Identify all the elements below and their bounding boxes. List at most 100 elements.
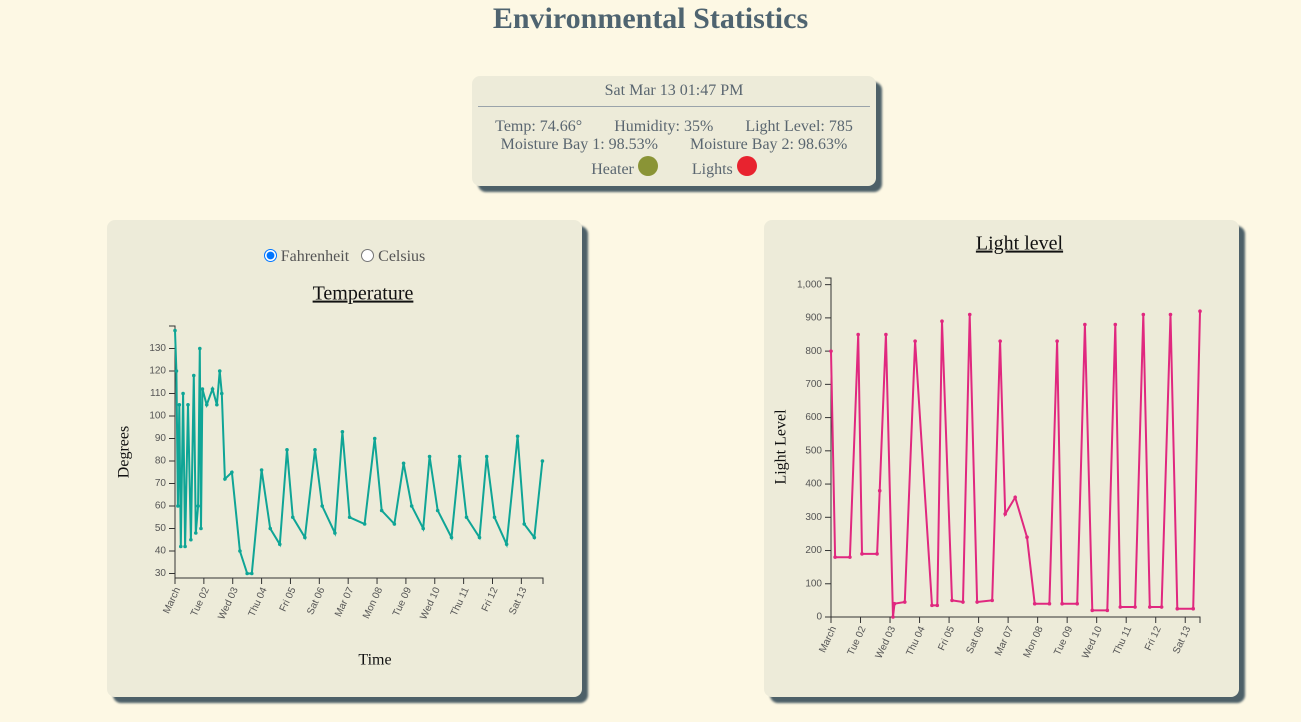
humidity-reading: Humidity: 35% — [614, 118, 714, 135]
y-tick-label: 100 — [805, 578, 822, 589]
data-point — [372, 436, 377, 441]
data-point — [409, 504, 414, 508]
y-tick-label: 400 — [805, 479, 822, 490]
chart-title: Light level — [976, 233, 1064, 255]
temp-reading: Temp: 74.66° — [495, 118, 583, 135]
y-tick-label: 30 — [155, 568, 167, 579]
x-tick-label: Tue 02 — [189, 585, 212, 618]
data-point — [186, 402, 190, 407]
data-point — [268, 526, 273, 531]
data-point — [176, 504, 180, 508]
data-point — [1047, 601, 1052, 606]
data-point — [1032, 601, 1037, 606]
indicator-light — [637, 156, 658, 176]
data-point — [191, 373, 196, 378]
data-point — [875, 552, 879, 556]
radio[interactable] — [263, 249, 277, 262]
indicator-label: Heater — [591, 161, 634, 178]
data-point — [515, 434, 520, 439]
data-point — [1025, 535, 1029, 540]
y-tick-label: 50 — [155, 523, 167, 534]
data-point — [219, 391, 224, 396]
data-point — [193, 531, 198, 535]
data-point — [829, 349, 833, 353]
data-point — [178, 544, 183, 549]
data-point — [935, 603, 940, 608]
x-tick-label: Fri 05 — [278, 585, 299, 613]
moisture-reading: Moisture Bay 1: 98.53% — [500, 136, 658, 153]
x-tick-label: Fri 05 — [936, 624, 957, 652]
data-point — [189, 537, 193, 542]
data-point — [484, 454, 489, 459]
data-point — [522, 522, 527, 526]
data-point — [290, 515, 295, 520]
data-point — [884, 332, 888, 337]
x-tick-label: Thu 04 — [247, 585, 270, 618]
data-point — [320, 504, 324, 508]
y-tick-label: 110 — [150, 388, 166, 399]
data-point — [1198, 309, 1202, 314]
light-reading: Light Level: 785 — [745, 118, 853, 135]
y-tick-label: 70 — [155, 478, 167, 489]
data-point — [540, 459, 545, 463]
y-tick-label: 700 — [805, 379, 822, 390]
y-tick-label: 600 — [805, 412, 822, 423]
y-tick-label: 120 — [149, 366, 166, 377]
data-point — [930, 603, 934, 608]
data-point — [833, 555, 837, 559]
data-point — [204, 402, 209, 407]
data-line — [830, 311, 1201, 618]
temperature-card: Temperature Degrees Time 30 40 50 60 70 80 90 100 1… — [107, 220, 582, 697]
x-tick-label: Sat 13 — [507, 585, 529, 616]
data-point — [259, 468, 264, 472]
data-point — [877, 488, 882, 493]
data-point — [223, 477, 227, 481]
data-point — [210, 387, 215, 391]
data-point — [427, 454, 432, 459]
data-point — [196, 504, 200, 508]
y-tick-label: 900 — [805, 313, 822, 324]
data-point — [1148, 605, 1152, 609]
status-row: Moisture Bay 1: 98.53% Moisture Bay 2: 9… — [472, 136, 876, 154]
data-point — [477, 535, 482, 540]
data-point — [940, 319, 944, 324]
data-point — [285, 447, 289, 452]
data-point — [967, 312, 972, 317]
data-point — [961, 600, 965, 604]
data-point — [1133, 605, 1137, 609]
data-point — [277, 542, 282, 547]
data-point — [245, 571, 249, 576]
data-point — [200, 387, 205, 391]
x-tick-label: Tue 09 — [391, 585, 414, 618]
data-point — [313, 447, 317, 452]
data-point — [860, 552, 864, 556]
y-tick-label: 100 — [149, 411, 166, 422]
status-time: Sat Mar 13 01:47 PM — [478, 76, 870, 107]
status-row: Temp: 74.66° Humidity: 35% Light Level: … — [472, 118, 876, 136]
data-point — [975, 600, 979, 604]
data-point — [1060, 601, 1064, 606]
data-point — [449, 535, 454, 540]
data-point — [913, 339, 917, 343]
x-tick-label: Sat 13 — [1171, 624, 1193, 655]
data-point — [181, 391, 185, 396]
unit-option[interactable]: Celsius — [361, 248, 425, 265]
y-tick-label: 0 — [816, 612, 822, 623]
moisture-reading: Moisture Bay 2: 98.63% — [690, 136, 848, 153]
y-axis-label: Degrees — [116, 426, 133, 478]
y-tick-label: 40 — [155, 546, 167, 557]
data-point — [174, 369, 179, 373]
data-point — [1083, 322, 1087, 327]
y-tick-label: 60 — [155, 501, 167, 512]
data-point — [199, 526, 203, 531]
unit-option[interactable]: Fahrenheit — [263, 248, 349, 265]
data-point — [950, 598, 954, 603]
data-point — [1175, 606, 1180, 611]
x-tick-label: Tue 09 — [1052, 624, 1075, 657]
data-point — [1113, 322, 1118, 327]
data-point — [504, 542, 509, 547]
radio[interactable] — [361, 249, 375, 262]
unit-label: Celsius — [378, 248, 426, 265]
data-point — [333, 531, 337, 535]
